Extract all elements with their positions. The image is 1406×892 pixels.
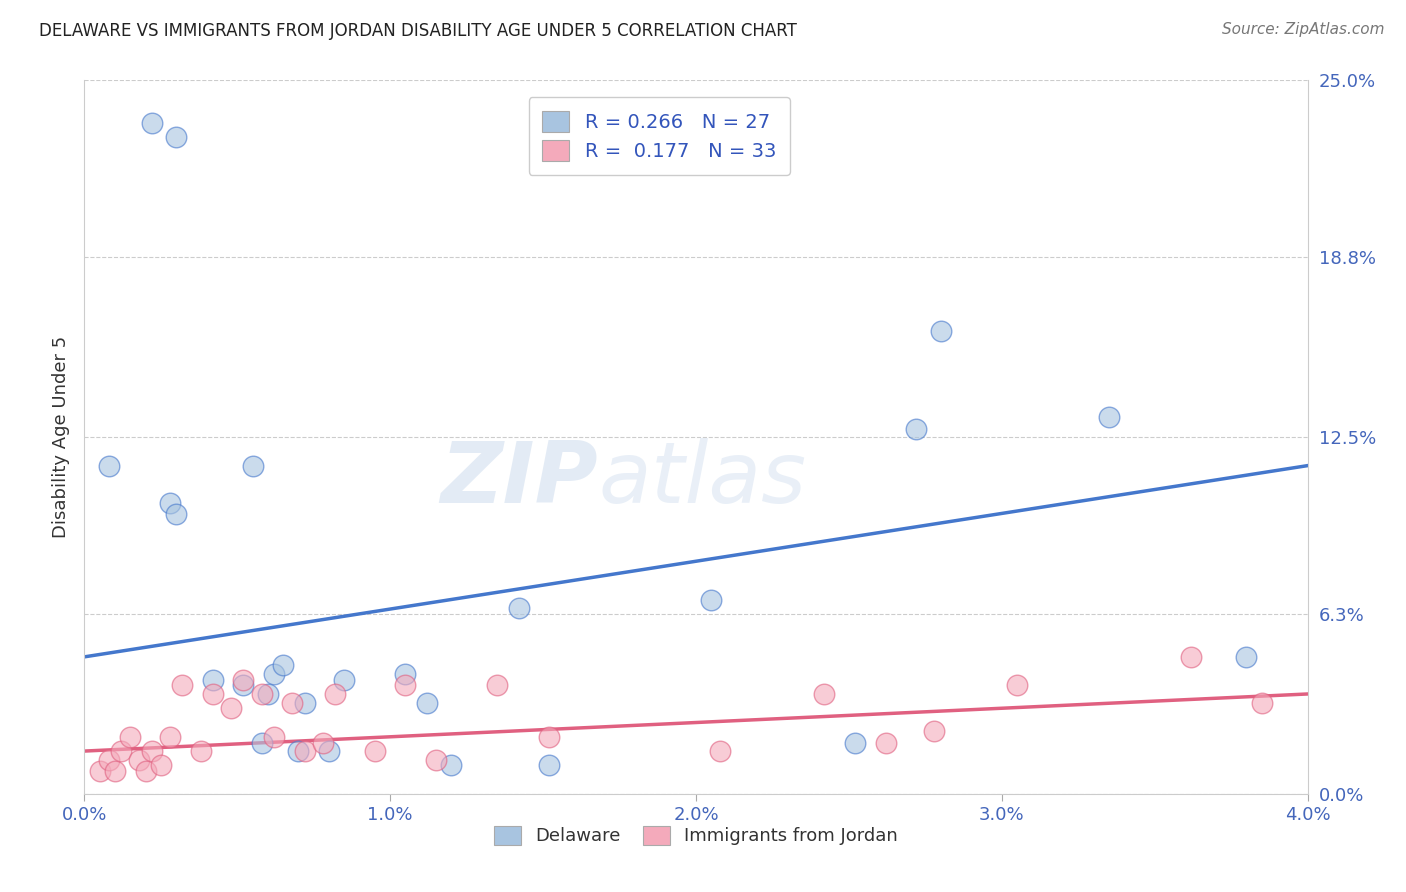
Point — [89, 764, 111, 778]
Point — [97, 753, 120, 767]
Point — [263, 667, 285, 681]
Point — [135, 764, 157, 778]
Point — [364, 744, 387, 758]
Text: atlas: atlas — [598, 438, 806, 522]
Point — [110, 744, 132, 758]
Point — [219, 701, 242, 715]
Point — [700, 592, 723, 607]
Point — [159, 496, 181, 510]
Point — [1250, 696, 1272, 710]
Point — [538, 758, 561, 772]
Point — [318, 744, 340, 758]
Point — [141, 744, 163, 758]
Point — [165, 130, 187, 145]
Text: ZIP: ZIP — [440, 438, 598, 522]
Point — [1098, 410, 1121, 425]
Legend: Delaware, Immigrants from Jordan: Delaware, Immigrants from Jordan — [486, 819, 905, 853]
Point — [263, 730, 285, 744]
Point — [287, 744, 309, 758]
Point — [440, 758, 463, 772]
Point — [875, 735, 897, 749]
Point — [709, 744, 731, 758]
Point — [271, 658, 294, 673]
Point — [486, 678, 509, 692]
Point — [294, 744, 316, 758]
Point — [165, 507, 187, 521]
Point — [323, 687, 346, 701]
Point — [1236, 649, 1258, 664]
Point — [232, 678, 254, 692]
Text: DELAWARE VS IMMIGRANTS FROM JORDAN DISABILITY AGE UNDER 5 CORRELATION CHART: DELAWARE VS IMMIGRANTS FROM JORDAN DISAB… — [39, 22, 797, 40]
Point — [394, 667, 416, 681]
Point — [1005, 678, 1028, 692]
Point — [425, 753, 447, 767]
Point — [394, 678, 416, 692]
Point — [201, 673, 224, 687]
Point — [508, 601, 530, 615]
Point — [97, 458, 120, 473]
Point — [538, 730, 561, 744]
Point — [1180, 649, 1202, 664]
Point — [190, 744, 212, 758]
Point — [333, 673, 356, 687]
Point — [905, 421, 928, 435]
Point — [242, 458, 264, 473]
Point — [250, 687, 273, 701]
Text: Source: ZipAtlas.com: Source: ZipAtlas.com — [1222, 22, 1385, 37]
Point — [844, 735, 866, 749]
Point — [416, 696, 439, 710]
Point — [159, 730, 181, 744]
Point — [924, 724, 946, 739]
Point — [232, 673, 254, 687]
Point — [172, 678, 194, 692]
Point — [128, 753, 150, 767]
Point — [201, 687, 224, 701]
Y-axis label: Disability Age Under 5: Disability Age Under 5 — [52, 336, 70, 538]
Point — [257, 687, 280, 701]
Point — [929, 325, 952, 339]
Point — [141, 116, 163, 130]
Point — [281, 696, 304, 710]
Point — [312, 735, 335, 749]
Point — [813, 687, 835, 701]
Point — [250, 735, 273, 749]
Point — [120, 730, 142, 744]
Point — [149, 758, 172, 772]
Point — [294, 696, 316, 710]
Point — [104, 764, 127, 778]
